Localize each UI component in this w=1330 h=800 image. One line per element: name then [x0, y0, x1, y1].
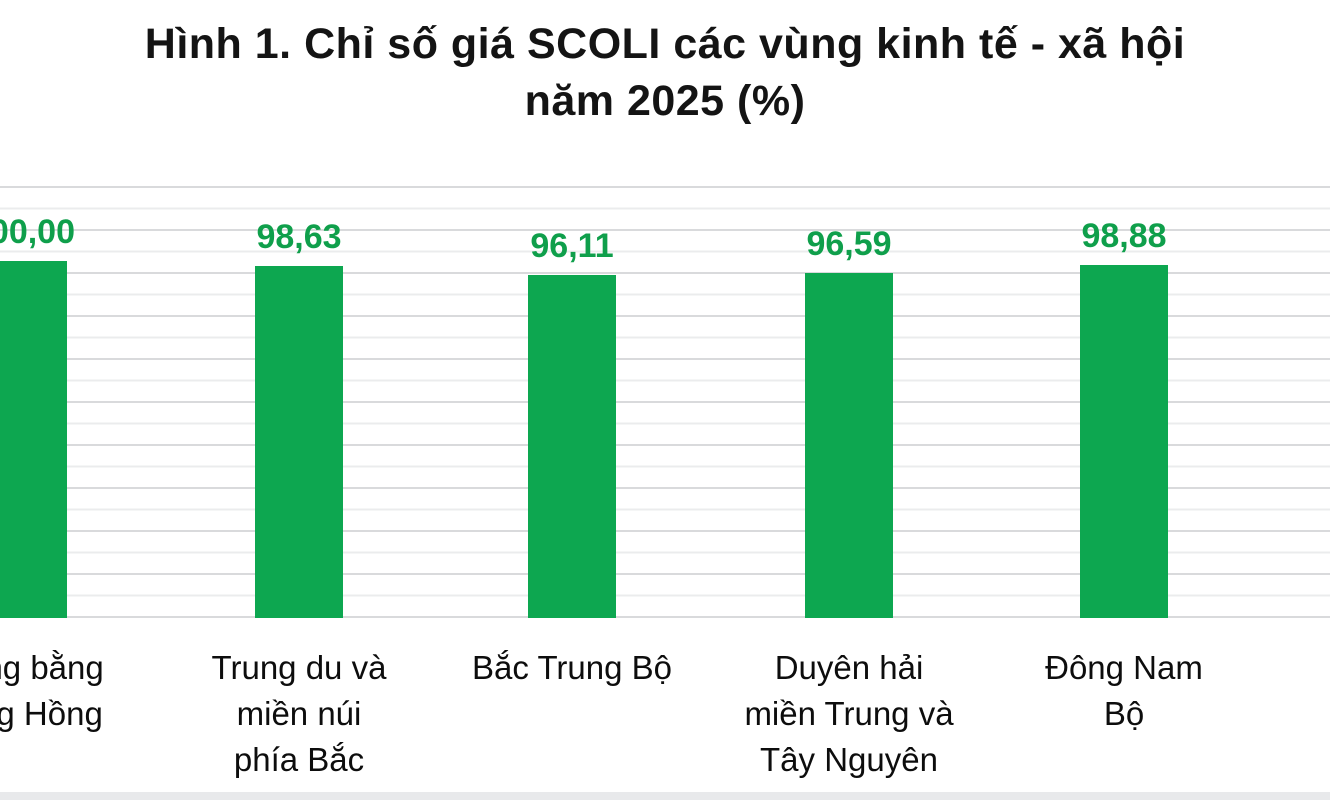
bar-value-label-0: 100,00: [0, 213, 75, 251]
category-label-1: Trung du và miền núi phía Bắc: [211, 649, 387, 778]
bottom-edge-strip: [0, 792, 1330, 800]
category-label-3: Duyên hải miền Trung và Tây Nguyên: [744, 649, 954, 778]
bar-value-label-3: 96,59: [806, 225, 892, 263]
bar-4: [1080, 265, 1168, 618]
category-label-2: Bắc Trung Bộ: [472, 649, 672, 686]
category-label-4: Đông Nam Bộ: [1045, 649, 1203, 732]
bar-value-label-1: 98,63: [256, 218, 342, 256]
bar-1: [255, 266, 343, 618]
bar-value-label-2: 96,11: [530, 227, 614, 265]
chart-title: Hình 1. Chỉ số giá SCOLI các vùng kinh t…: [144, 20, 1186, 125]
bar-value-label-4: 98,88: [1081, 217, 1167, 255]
bar-3: [805, 273, 893, 618]
bar-2: [528, 275, 616, 618]
bar-0: [0, 261, 67, 618]
category-label-0: Đồng bằng sông Hồng: [0, 649, 104, 732]
